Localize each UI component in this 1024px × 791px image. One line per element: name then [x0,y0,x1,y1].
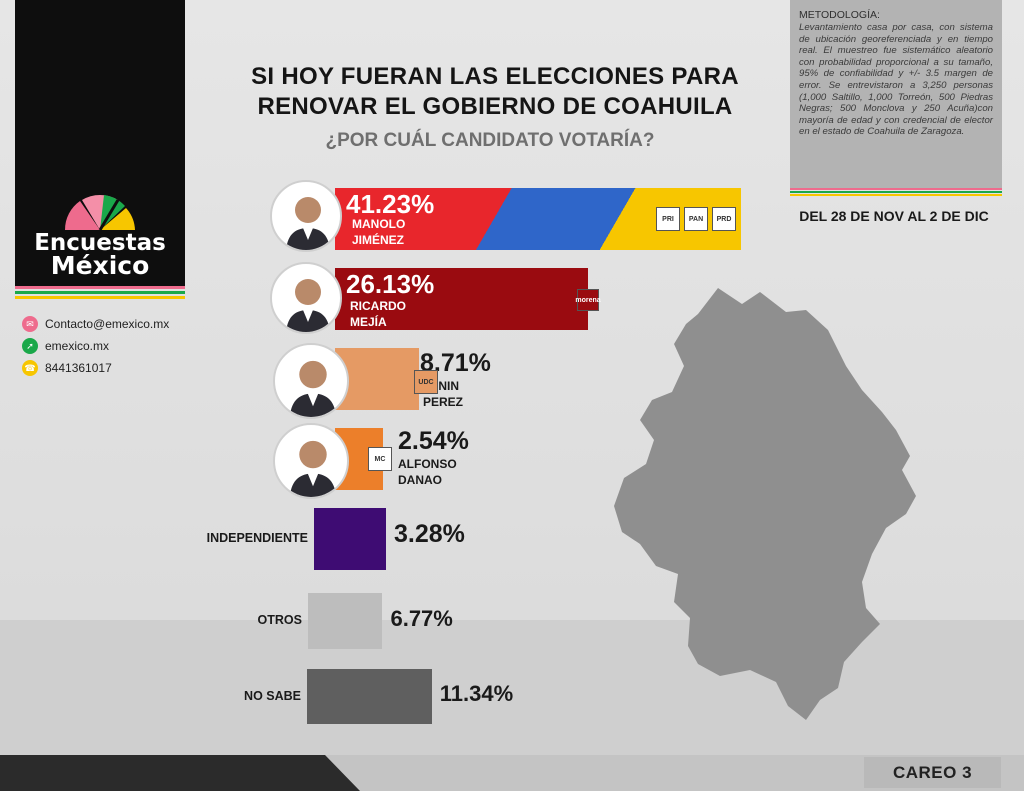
party-logo-icon: PAN [684,207,708,231]
contact-email[interactable]: ✉ Contacto@emexico.mx [22,314,192,334]
party-logo-icon: MC [368,447,392,471]
party-logo-icon: PRD [712,207,736,231]
person-icon [286,197,330,250]
contact-phone-text: 8441361017 [45,361,112,375]
bar-option-3 [307,669,432,724]
methodology-stripes [790,188,1002,197]
bar-value-label: 3.28% [394,520,465,548]
chart-title-line1: SI HOY FUERAN LAS ELECCIONES PARA [251,63,739,90]
candidate-name-line2: MEJÍA [350,315,387,329]
category-label: NO SABE [244,688,301,703]
bar-option-1 [314,508,386,570]
party-logo-icon: morena [575,289,601,311]
person-icon [290,440,336,497]
encuestas-mexico-logo-icon [64,195,135,231]
bar-value-label: 2.54% [398,427,469,455]
person-icon [290,360,336,417]
bar-value-label: 26.13% [346,269,435,299]
bar-option-2 [308,593,383,649]
contact-list: ✉ Contacto@emexico.mx ➚ emexico.mx ☎ 844… [22,314,192,380]
phone-icon: ☎ [22,360,38,376]
bar-candidate-2 [335,268,589,330]
bar-candidate-3 [335,348,420,410]
brand-stripes [15,286,185,304]
person-icon [286,279,330,332]
party-logo-icon: UDC [414,370,438,394]
bar-value-label: 11.34% [439,681,514,706]
candidate-name-line1: MANOLO [352,217,406,231]
candidate-name-line2: DANAO [398,473,442,487]
bar-value-label: 6.77% [390,606,453,631]
map-shape [614,288,916,720]
chart-subtitle: ¿POR CUÁL CANDIDATO VOTARÍA? [325,130,655,151]
methodology-heading: METODOLOGÍA: [799,9,880,21]
contact-email-text: Contacto@emexico.mx [45,317,170,331]
mail-icon: ✉ [22,316,38,332]
methodology-text: Levantamiento casa por casa, con sistema… [799,22,993,138]
category-label: INDEPENDIENTE [206,531,308,545]
candidate-name-line1: RICARDO [350,299,406,313]
candidate-photo-avatar [270,180,342,252]
footer-dark-strip [0,755,360,791]
chart-title-line2: RENOVAR EL GOBIERNO DE COAHUILA [257,93,733,120]
candidate-photo-avatar [270,262,342,334]
coahuila-map [614,288,916,720]
category-label: OTROS [257,613,302,627]
candidate-name-line1: ALFONSO [398,457,457,471]
careo-tag: CAREO 3 [864,757,1001,788]
brand-name-line1: Encuestas [34,230,166,256]
bar-value-label: 41.23% [346,189,435,219]
candidate-name-line2: JIMÉNEZ [352,233,405,247]
candidate-name-line2: PEREZ [423,395,464,409]
contact-phone[interactable]: ☎ 8441361017 [22,358,192,378]
brand-panel [15,0,185,286]
contact-website-text: emexico.mx [45,339,110,353]
party-logo-icon: PRI [656,207,680,231]
candidate-photo-avatar [273,423,349,499]
methodology-box: METODOLOGÍA: Levantamiento casa por casa… [790,0,1002,190]
survey-date-range: DEL 28 DE NOV AL 2 DE DIC [799,208,989,224]
brand-name-line2: México [50,251,150,280]
cursor-icon: ➚ [22,338,38,354]
candidate-photo-avatar [273,343,349,419]
contact-website[interactable]: ➚ emexico.mx [22,336,192,356]
